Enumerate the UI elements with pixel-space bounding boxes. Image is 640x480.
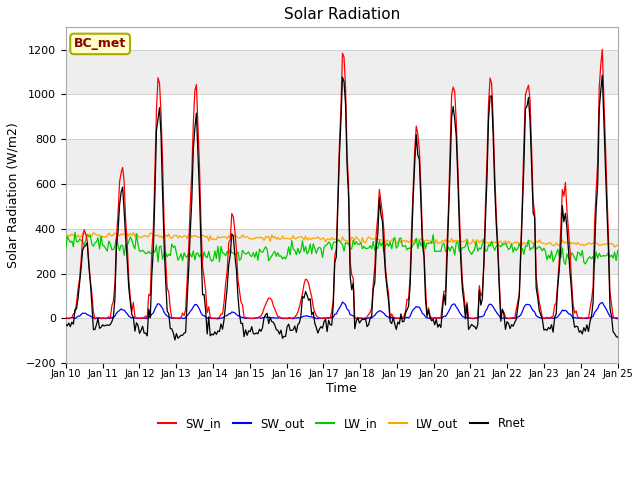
Legend: SW_in, SW_out, LW_in, LW_out, Rnet: SW_in, SW_out, LW_in, LW_out, Rnet bbox=[154, 413, 530, 435]
Bar bbox=[66, 139, 618, 184]
X-axis label: Time: Time bbox=[326, 382, 357, 395]
Title: Solar Radiation: Solar Radiation bbox=[284, 7, 400, 22]
Text: BC_met: BC_met bbox=[74, 37, 126, 50]
Bar bbox=[66, 318, 618, 363]
Bar bbox=[66, 229, 618, 274]
Y-axis label: Solar Radiation (W/m2): Solar Radiation (W/m2) bbox=[7, 122, 20, 268]
Bar bbox=[66, 49, 618, 95]
